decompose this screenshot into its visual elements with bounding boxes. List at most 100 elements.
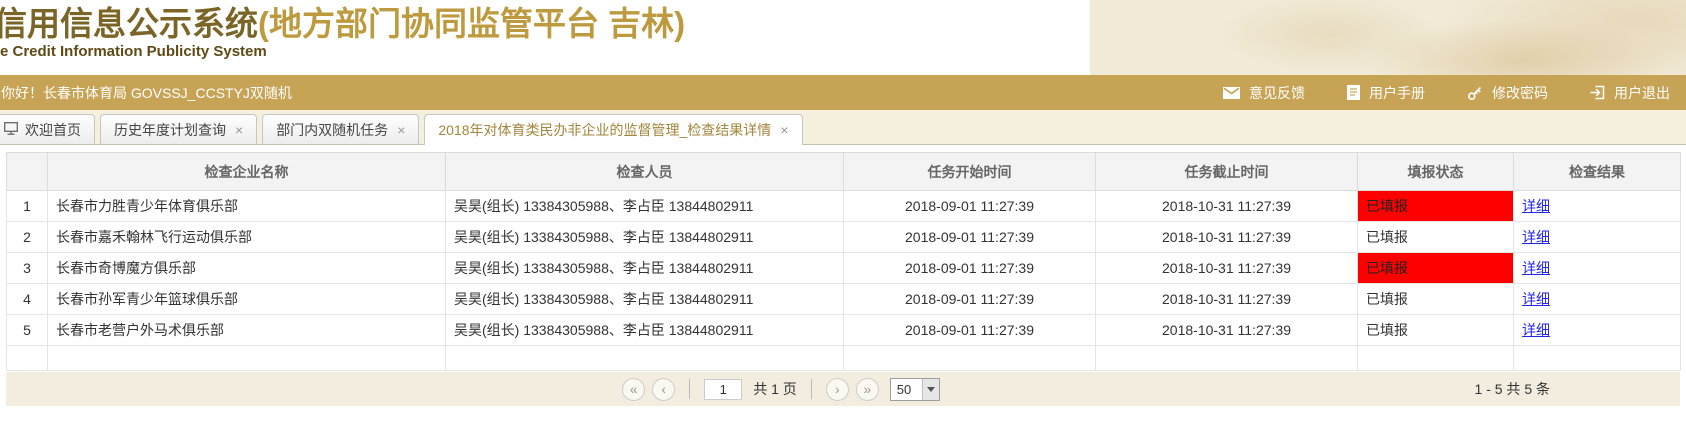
pager-bar: « ‹ 共 1 页 › » 50 1 - 5 共 5 条: [6, 372, 1680, 406]
status-cell: 已填报: [1357, 190, 1514, 222]
company-name-cell: 长春市奇博魔方俱乐部: [47, 252, 446, 284]
key-icon: [1467, 85, 1483, 101]
status-cell: 已填报: [1357, 252, 1514, 284]
site-title-main: 信用信息公示系统: [0, 5, 258, 42]
tab-1[interactable]: 历史年度计划查询 ×: [100, 114, 258, 144]
mail-icon: [1223, 86, 1240, 99]
userbar-link-label: 用户手册: [1369, 84, 1425, 101]
tab-label: 欢迎首页: [25, 121, 81, 138]
page-size-value: 50: [896, 381, 912, 397]
userbar-link-document[interactable]: 用户手册: [1347, 83, 1425, 103]
pager-separator: [689, 379, 691, 399]
pager-controls: « ‹ 共 1 页 › » 50: [622, 377, 940, 401]
userbar-link-label: 修改密码: [1492, 84, 1548, 101]
row-number-cell: 3: [6, 252, 48, 284]
table-header-row: 检查企业名称 检查人员 任务开始时间 任务截止时间 填报状态 检查结果: [6, 152, 1681, 191]
inspectors-cell: 吴昊(组长) 13384305988、李占臣 13844802911: [445, 221, 844, 253]
end-time-cell: 2018-10-31 11:27:39: [1095, 190, 1358, 222]
inspectors-cell: 吴昊(组长) 13384305988、李占臣 13844802911: [445, 190, 844, 222]
inspectors-cell: 吴昊(组长) 13384305988、李占臣 13844802911: [445, 314, 844, 346]
userbar-link-logout[interactable]: 用户退出: [1590, 83, 1670, 103]
row-number-cell: 2: [6, 221, 48, 253]
site-title-paren: (地方部门协同监管平台 吉林): [258, 5, 686, 42]
result-cell: 详细: [1513, 283, 1681, 315]
monitor-icon: [4, 121, 18, 138]
close-icon[interactable]: ×: [235, 121, 244, 138]
detail-link[interactable]: 详细: [1522, 322, 1550, 338]
inspectors-cell: 吴昊(组长) 13384305988、李占臣 13844802911: [445, 283, 844, 315]
detail-link[interactable]: 详细: [1522, 291, 1550, 307]
empty-cell: [47, 345, 446, 371]
detail-link[interactable]: 详细: [1522, 198, 1550, 214]
company-name-cell: 长春市力胜青少年体育俱乐部: [47, 190, 446, 222]
table-row: 3 长春市奇博魔方俱乐部 吴昊(组长) 13384305988、李占臣 138448…: [6, 252, 1681, 284]
results-table: 检查企业名称 检查人员 任务开始时间 任务截止时间 填报状态 检查结果 1 长春市力胜青少年…: [6, 152, 1681, 371]
result-cell: 详细: [1513, 314, 1681, 346]
status-cell: 已填报: [1357, 221, 1514, 253]
table-body: 1 长春市力胜青少年体育俱乐部 吴昊(组长) 13384305988、李占臣 138…: [6, 190, 1681, 371]
column-header-end-time: 任务截止时间: [1095, 152, 1358, 191]
start-time-cell: 2018-09-01 11:27:39: [843, 190, 1096, 222]
logout-icon: [1590, 85, 1605, 100]
close-icon[interactable]: ×: [397, 121, 406, 138]
close-icon[interactable]: ×: [780, 122, 789, 138]
tab-label: 历史年度计划查询: [114, 121, 226, 138]
document-icon: [1347, 85, 1360, 100]
next-page-button[interactable]: ›: [825, 377, 849, 401]
userbar-link-mail[interactable]: 意见反馈: [1223, 83, 1305, 103]
company-name-cell: 长春市孙军青少年篮球俱乐部: [47, 283, 446, 315]
page-number-input[interactable]: [704, 378, 743, 400]
result-cell: 详细: [1513, 190, 1681, 222]
table-row: 1 长春市力胜青少年体育俱乐部 吴昊(组长) 13384305988、李占臣 138…: [6, 190, 1681, 222]
pager-separator: [810, 379, 812, 399]
result-cell: 详细: [1513, 221, 1681, 253]
empty-cell: [1357, 345, 1514, 371]
last-page-button[interactable]: »: [855, 377, 879, 401]
tab-bar: 欢迎首页 历史年度计划查询 × 部门内双随机任务 × 2018年对体育类民办非企业的监督管…: [0, 110, 1686, 145]
userbar-link-key[interactable]: 修改密码: [1467, 83, 1548, 103]
page-size-select[interactable]: 50: [889, 377, 940, 401]
tab-3[interactable]: 2018年对体育类民办非企业的监督管理_检查结果详情 ×: [424, 114, 803, 145]
decorative-pattern: [1090, 0, 1686, 75]
row-number-cell: 1: [6, 190, 48, 222]
record-range-info: 1 - 5 共 5 条: [1474, 381, 1550, 397]
tab-home[interactable]: 欢迎首页: [0, 114, 95, 144]
column-header-inspectors: 检查人员: [445, 152, 844, 191]
inspectors-cell: 吴昊(组长) 13384305988、李占臣 13844802911: [445, 252, 844, 284]
start-time-cell: 2018-09-01 11:27:39: [843, 283, 1096, 315]
column-header-row-number: [6, 152, 48, 191]
status-cell: 已填报: [1357, 283, 1514, 315]
end-time-cell: 2018-10-31 11:27:39: [1095, 283, 1358, 315]
status-cell: 已填报: [1357, 314, 1514, 346]
end-time-cell: 2018-10-31 11:27:39: [1095, 252, 1358, 284]
detail-link[interactable]: 详细: [1522, 260, 1550, 276]
empty-cell: [843, 345, 1096, 371]
user-bar-links: 意见反馈 用户手册 修改密码 用户退出: [1223, 83, 1670, 103]
end-time-cell: 2018-10-31 11:27:39: [1095, 314, 1358, 346]
detail-link[interactable]: 详细: [1522, 229, 1550, 245]
start-time-cell: 2018-09-01 11:27:39: [843, 314, 1096, 346]
column-header-fill-status: 填报状态: [1357, 152, 1514, 191]
column-header-company-name: 检查企业名称: [47, 152, 446, 191]
chevron-down-icon: [921, 378, 939, 400]
table-row: 4 长春市孙军青少年篮球俱乐部 吴昊(组长) 13384305988、李占臣 138…: [6, 283, 1681, 315]
site-subtitle-en: e Credit Information Publicity System: [0, 43, 267, 60]
column-header-start-time: 任务开始时间: [843, 152, 1096, 191]
column-header-check-result: 检查结果: [1513, 152, 1681, 191]
userbar-link-label: 用户退出: [1614, 84, 1670, 101]
empty-filler-row: [6, 345, 1681, 371]
page-header: 信用信息公示系统(地方部门协同监管平台 吉林) e Credit Informa…: [0, 0, 1686, 75]
table-row: 2 长春市嘉禾翰林飞行运动俱乐部 吴昊(组长) 13384305988、李占臣 13…: [6, 221, 1681, 253]
user-greeting: 你好！长春市体育局 GOVSSJ_CCSTYJ双随机: [1, 84, 292, 101]
user-bar: 你好！长春市体育局 GOVSSJ_CCSTYJ双随机 意见反馈 用户手册 修改密码 用…: [0, 75, 1686, 110]
tab-2[interactable]: 部门内双随机任务 ×: [262, 114, 420, 144]
company-name-cell: 长春市老营户外马术俱乐部: [47, 314, 446, 346]
empty-cell: [6, 345, 48, 371]
empty-cell: [1095, 345, 1358, 371]
prev-page-button[interactable]: ‹: [652, 377, 676, 401]
row-number-cell: 5: [6, 314, 48, 346]
first-page-button[interactable]: «: [622, 377, 646, 401]
table-row: 5 长春市老营户外马术俱乐部 吴昊(组长) 13384305988、李占臣 1384…: [6, 314, 1681, 346]
start-time-cell: 2018-09-01 11:27:39: [843, 252, 1096, 284]
total-pages-label: 共 1 页: [753, 381, 797, 397]
